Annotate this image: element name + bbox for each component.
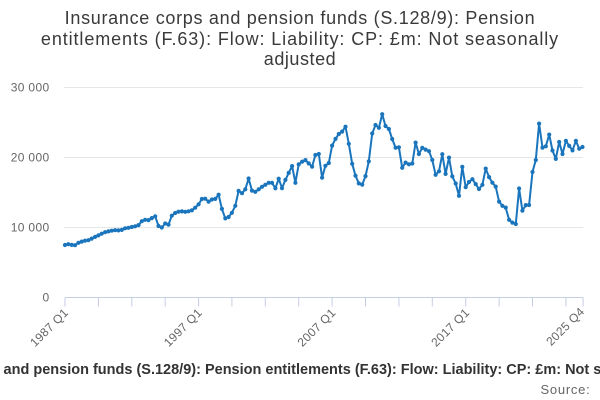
svg-text:2017 Q1: 2017 Q1 [428, 306, 472, 350]
svg-text:30 000: 30 000 [11, 81, 50, 95]
svg-text:10 000: 10 000 [11, 221, 50, 235]
svg-text:2007 Q1: 2007 Q1 [295, 306, 339, 350]
svg-text:1997 Q1: 1997 Q1 [161, 306, 205, 350]
svg-text:Insurance corps and pension fu: Insurance corps and pension funds (S.128… [65, 8, 536, 28]
svg-text:2025 Q4: 2025 Q4 [543, 305, 587, 349]
svg-text:entitlements (F.63): Flow: Lia: entitlements (F.63): Flow: Liability: CP… [41, 29, 559, 49]
svg-text:20 000: 20 000 [11, 151, 50, 165]
svg-text:Insurance corps and pension fu: Insurance corps and pension funds (S.128… [0, 362, 600, 378]
svg-text:1987 Q1: 1987 Q1 [27, 306, 71, 350]
svg-text:adjusted: adjusted [264, 49, 336, 69]
svg-text:0: 0 [42, 291, 49, 305]
svg-text:Source:: Source: [540, 382, 590, 397]
